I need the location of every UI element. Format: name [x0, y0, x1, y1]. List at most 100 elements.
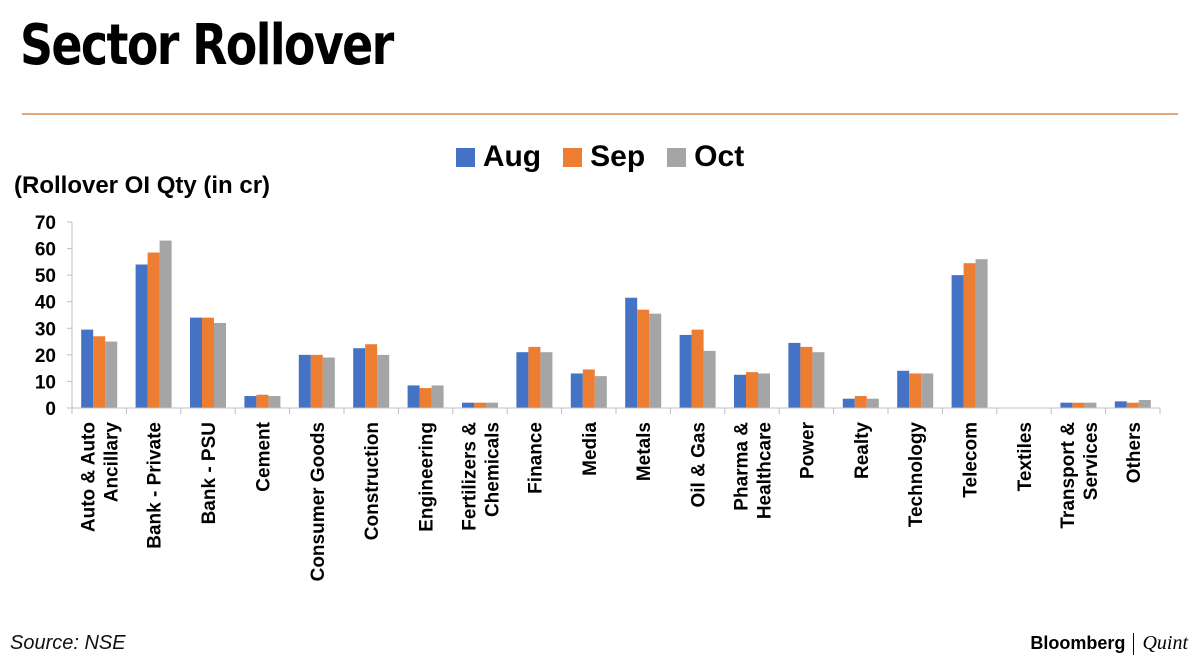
- bar-sep-1: [147, 252, 160, 408]
- x-tick-label: Realty: [852, 422, 873, 479]
- chart-legend: Aug Sep Oct: [0, 142, 1200, 172]
- bar-aug-6: [407, 385, 420, 408]
- bar-sep-14: [854, 396, 867, 408]
- bar-oct-5: [377, 354, 390, 408]
- bar-sep-4: [310, 354, 323, 408]
- bar-oct-3: [268, 396, 281, 408]
- y-tick-label: 20: [35, 346, 56, 367]
- legend-label-aug: Aug: [482, 140, 542, 173]
- y-tick-label: 0: [45, 399, 56, 420]
- y-tick-label: 40: [35, 293, 56, 314]
- legend-swatch-oct: [667, 147, 687, 167]
- y-tick-label: 10: [35, 372, 56, 393]
- legend-swatch-aug: [455, 147, 475, 167]
- y-tick-label: 50: [35, 266, 56, 287]
- bar-oct-0: [105, 341, 118, 408]
- source-note: Source: NSE: [10, 632, 126, 654]
- bar-aug-5: [353, 348, 366, 408]
- x-tick-label: Media: [580, 422, 601, 476]
- legend-item-oct: Oct: [667, 142, 744, 172]
- x-tick-label: Engineering: [417, 422, 438, 532]
- y-axis-label: (Rollover OI Qty (in cr): [14, 172, 271, 199]
- y-tick-label: 30: [35, 319, 56, 340]
- bar-oct-16: [975, 259, 988, 408]
- legend-label-oct: Oct: [694, 140, 745, 173]
- bar-oct-10: [649, 313, 662, 408]
- brand-subname: Quint: [1142, 632, 1188, 654]
- bar-oct-6: [431, 385, 444, 408]
- legend-swatch-sep: [563, 147, 583, 167]
- bar-aug-14: [842, 398, 855, 408]
- bar-oct-8: [540, 352, 553, 408]
- bar-chart: 0 10 20 30 40 50 60 70 Auto & Auto Ancillary Bank …: [35, 213, 1161, 581]
- y-tick-label: 70: [35, 213, 56, 234]
- x-tick-label: Bank - PSU: [199, 422, 220, 524]
- x-tick-label: Others: [1124, 422, 1145, 483]
- bar-aug-18: [1060, 402, 1073, 408]
- bar-sep-2: [202, 317, 214, 408]
- bar-aug-3: [244, 396, 257, 408]
- bar-sep-3: [256, 394, 269, 408]
- bar-aug-11: [679, 334, 692, 408]
- bar-sep-18: [1072, 402, 1085, 408]
- x-tick-label: Metals: [634, 422, 655, 481]
- bar-aug-8: [516, 352, 529, 408]
- brand-logo: Bloomberg Quint: [1030, 632, 1188, 655]
- bar-sep-8: [528, 346, 541, 408]
- bar-aug-2: [190, 317, 202, 408]
- bar-aug-12: [734, 374, 746, 408]
- bar-oct-7: [486, 402, 498, 408]
- bar-sep-0: [93, 336, 106, 408]
- bar-aug-10: [625, 297, 638, 408]
- bar-oct-18: [1084, 402, 1097, 408]
- bar-aug-13: [788, 342, 801, 408]
- x-tick-label: Auto & Auto Ancillary: [79, 422, 123, 533]
- bar-oct-12: [758, 373, 770, 408]
- bar-oct-11: [703, 350, 716, 408]
- x-tick-label: Finance: [525, 422, 546, 494]
- x-tick-label: Textiles: [1015, 422, 1036, 491]
- bar-sep-5: [365, 344, 378, 408]
- x-tick-label: Cement: [253, 421, 274, 491]
- brand-name: Bloomberg: [1030, 633, 1126, 653]
- y-tick-label: 60: [35, 240, 56, 261]
- bar-sep-15: [909, 373, 922, 408]
- x-tick-label: Consumer Goods: [308, 422, 329, 581]
- bar-sep-11: [691, 329, 704, 408]
- bar-sep-12: [746, 372, 758, 408]
- bar-sep-9: [582, 369, 595, 408]
- legend-item-aug: Aug: [455, 140, 542, 173]
- x-tick-label: Power: [797, 421, 818, 479]
- bar-aug-15: [897, 370, 910, 408]
- bar-aug-4: [298, 354, 311, 408]
- bar-sep-13: [800, 346, 813, 408]
- page-title: Sector Rollover: [20, 13, 394, 78]
- bar-oct-9: [594, 376, 607, 408]
- x-tick-label: Pharma & Healthcare: [732, 422, 776, 519]
- x-tick-label: Technology: [906, 422, 927, 528]
- bar-oct-2: [214, 322, 226, 408]
- bar-sep-16: [963, 263, 976, 408]
- x-tick-label: Telecom: [961, 422, 982, 498]
- bar-aug-0: [81, 329, 94, 408]
- bar-aug-7: [462, 402, 474, 408]
- bar-oct-1: [159, 240, 172, 408]
- title-divider: [22, 113, 1178, 115]
- bar-sep-7: [474, 402, 486, 408]
- bar-oct-14: [866, 398, 879, 408]
- bar-oct-15: [921, 373, 934, 408]
- bar-oct-19: [1138, 400, 1151, 408]
- bar-sep-10: [637, 309, 650, 408]
- bar-oct-4: [322, 357, 335, 408]
- x-tick-label: Fertilizers & Chemicals: [460, 422, 504, 531]
- bar-sep-6: [419, 388, 432, 408]
- x-tick-label: Transport & Services: [1058, 422, 1102, 529]
- brand-separator: [1133, 632, 1135, 655]
- bar-aug-16: [951, 275, 964, 408]
- legend-item-sep: Sep: [563, 142, 645, 172]
- bar-aug-1: [135, 264, 148, 408]
- legend-label-sep: Sep: [590, 140, 646, 173]
- bar-aug-9: [570, 373, 583, 408]
- x-tick-label: Bank - Private: [145, 422, 166, 549]
- bar-aug-19: [1114, 401, 1127, 408]
